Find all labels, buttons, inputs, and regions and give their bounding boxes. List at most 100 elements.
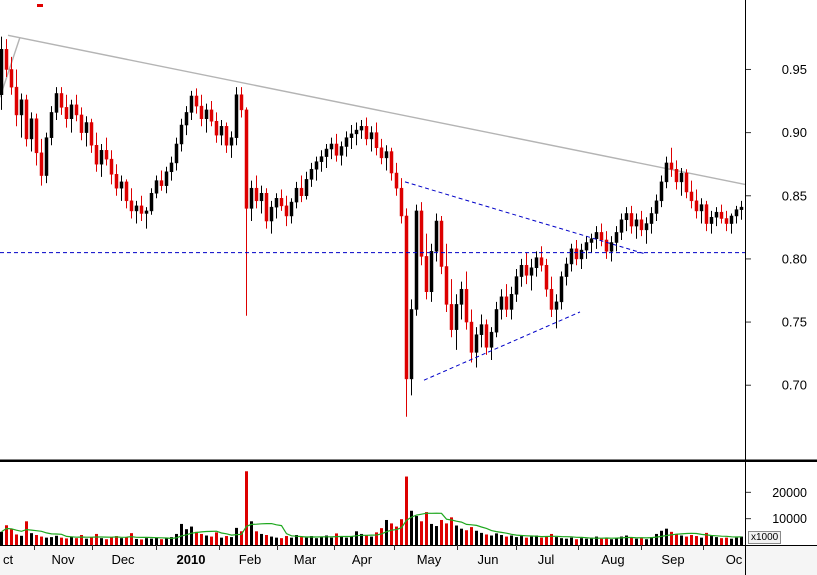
candle-body bbox=[194, 95, 199, 107]
candle-body bbox=[654, 200, 659, 214]
candle-body bbox=[399, 187, 404, 217]
candle-body bbox=[164, 171, 169, 186]
candle-body bbox=[174, 143, 179, 164]
candle-body bbox=[299, 187, 304, 197]
volume-bar bbox=[270, 536, 273, 545]
volume-bar bbox=[440, 519, 443, 545]
volume-bar bbox=[125, 537, 128, 545]
volume-bar bbox=[595, 536, 598, 545]
volume-bar bbox=[335, 533, 338, 545]
volume-bar bbox=[435, 526, 438, 545]
candle-body bbox=[334, 143, 339, 156]
price-axis-label: 0.75 bbox=[782, 315, 807, 330]
candle-body bbox=[209, 109, 214, 122]
candle-body bbox=[629, 213, 634, 227]
candle-body bbox=[359, 126, 364, 131]
volume-bar bbox=[35, 534, 38, 545]
volume-bar bbox=[200, 533, 203, 545]
volume-bar bbox=[575, 539, 578, 545]
volume-bar bbox=[160, 539, 163, 545]
volume-bar bbox=[225, 536, 228, 545]
candle-body bbox=[419, 210, 424, 257]
candle-body bbox=[599, 232, 604, 241]
candle-body bbox=[69, 104, 74, 119]
price-axis-label: 0.95 bbox=[782, 62, 807, 77]
x-axis-label-apr: Apr bbox=[352, 552, 373, 567]
volume-bar bbox=[115, 536, 118, 545]
left-uptrend-line bbox=[0, 37, 21, 98]
candle-body bbox=[539, 257, 544, 266]
volume-bar bbox=[100, 538, 103, 545]
candle-body bbox=[34, 118, 39, 154]
volume-bar bbox=[45, 537, 48, 545]
time-axis: ct Nov Dec 2010 Feb Mar Apr May Jun Jul Aug Sep Oc bbox=[3, 545, 743, 567]
volume-bar bbox=[460, 528, 463, 545]
volume-axis-label: 20000 bbox=[772, 486, 807, 500]
volume-bar bbox=[275, 537, 278, 545]
volume-bar bbox=[365, 535, 368, 545]
volume-bar bbox=[300, 537, 303, 545]
volume-series bbox=[0, 471, 743, 545]
candle-body bbox=[464, 288, 469, 323]
volume-bar bbox=[20, 535, 23, 545]
volume-bar bbox=[120, 538, 123, 545]
candle-body bbox=[269, 206, 274, 222]
candle-body bbox=[724, 218, 729, 224]
candle-body bbox=[84, 122, 89, 133]
candle-body bbox=[124, 181, 129, 202]
volume-bar bbox=[75, 538, 78, 545]
candle-body bbox=[199, 105, 204, 119]
volume-bar bbox=[720, 538, 723, 545]
volume-bar bbox=[465, 530, 468, 545]
volume-bar bbox=[580, 538, 583, 545]
volume-bar bbox=[630, 537, 633, 545]
trend-lines bbox=[0, 34, 746, 186]
candle-body bbox=[479, 324, 484, 335]
downtrend-line bbox=[7, 34, 746, 186]
volume-ma-line bbox=[1, 512, 742, 540]
candle-body bbox=[404, 215, 409, 380]
volume-bar bbox=[640, 538, 643, 545]
price-axis-label: 0.70 bbox=[782, 378, 807, 393]
candle-body bbox=[134, 205, 139, 212]
volume-bar bbox=[190, 526, 193, 545]
volume-bar bbox=[235, 527, 238, 545]
volume-bar bbox=[375, 532, 378, 545]
candle-body bbox=[469, 321, 474, 353]
volume-bar bbox=[620, 536, 623, 545]
volume-bar bbox=[325, 535, 328, 545]
candle-body bbox=[474, 334, 479, 353]
volume-unit-label: x1000 bbox=[748, 531, 782, 544]
candle-body bbox=[704, 204, 709, 224]
candle-body bbox=[79, 114, 84, 133]
volume-bar bbox=[130, 533, 133, 545]
candle-body bbox=[4, 49, 9, 70]
candle-body bbox=[109, 158, 114, 175]
volume-bar bbox=[5, 525, 8, 545]
volume-bar bbox=[740, 536, 743, 545]
volume-bar bbox=[0, 531, 3, 545]
candle-body bbox=[444, 266, 449, 305]
candle-body bbox=[239, 94, 244, 111]
x-axis-label-ct: ct bbox=[3, 552, 14, 567]
candle-body bbox=[294, 187, 299, 203]
volume-bar bbox=[30, 533, 33, 545]
x-axis-label-feb: Feb bbox=[239, 552, 261, 567]
time-axis-strip-bg bbox=[0, 545, 817, 575]
volume-bar bbox=[735, 537, 738, 545]
candle-body bbox=[559, 276, 564, 303]
volume-bar bbox=[250, 521, 253, 545]
volume-bar bbox=[50, 537, 53, 545]
volume-bar bbox=[320, 537, 323, 545]
volume-bar bbox=[195, 531, 198, 545]
candle-body bbox=[204, 109, 209, 119]
candle-body bbox=[329, 143, 334, 150]
candle-body bbox=[394, 172, 399, 189]
candle-body bbox=[244, 109, 249, 209]
candle-body bbox=[409, 309, 414, 380]
candle-body bbox=[664, 162, 669, 183]
volume-bar bbox=[25, 521, 28, 545]
